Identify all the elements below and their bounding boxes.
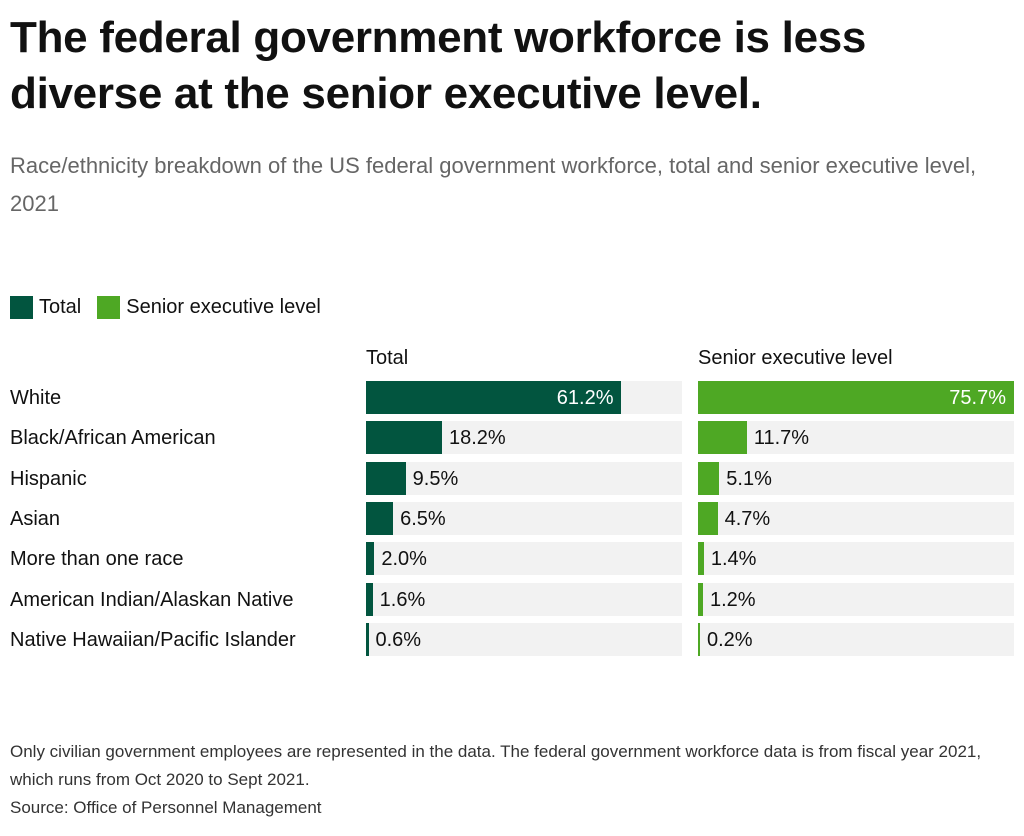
data-label: 1.4% bbox=[710, 548, 757, 571]
data-label: 18.2% bbox=[448, 427, 506, 450]
category-label: Black/African American bbox=[10, 427, 216, 450]
category-label: White bbox=[10, 387, 62, 409]
data-label: 4.7% bbox=[724, 507, 771, 530]
bar-track: 61.2% bbox=[366, 381, 682, 414]
bar-track: 0.6% bbox=[366, 622, 682, 656]
bar bbox=[366, 582, 373, 616]
column-header-total: Total bbox=[366, 347, 409, 369]
legend-swatch-senior bbox=[97, 296, 121, 319]
data-label: 0.2% bbox=[707, 628, 753, 651]
data-label: 75.7% bbox=[949, 387, 1006, 409]
column-header-senior: Senior executive level bbox=[698, 347, 893, 369]
bar-track: 1.4% bbox=[698, 542, 1014, 576]
bar-track: 6.5% bbox=[366, 501, 682, 535]
bar bbox=[698, 582, 703, 616]
bar bbox=[366, 622, 369, 656]
bar bbox=[698, 622, 700, 656]
category-label: More than one race bbox=[10, 548, 184, 571]
footnote: Only civilian government employees are r… bbox=[10, 742, 982, 789]
bar bbox=[698, 542, 704, 576]
chart-subtitle: Race/ethnicity breakdown of the US feder… bbox=[10, 153, 977, 216]
bar-track: 0.2% bbox=[698, 622, 1014, 656]
legend: Total Senior executive level bbox=[10, 296, 337, 319]
legend-item-senior: Senior executive level bbox=[97, 296, 321, 319]
chart-title: The federal government workforce is less… bbox=[10, 13, 867, 118]
bar bbox=[366, 421, 442, 455]
data-label: 11.7% bbox=[753, 427, 810, 450]
data-label: 9.5% bbox=[412, 467, 459, 490]
bar-track: 75.7% bbox=[698, 381, 1014, 414]
bar bbox=[366, 542, 375, 576]
bar-track: 11.7% bbox=[698, 421, 1014, 455]
bar bbox=[698, 501, 718, 535]
source: Source: Office of Personnel Management bbox=[10, 798, 322, 817]
bar-track: 18.2% bbox=[366, 421, 682, 455]
bar bbox=[366, 461, 406, 495]
category-label: Hispanic bbox=[10, 467, 87, 490]
bar-track: 5.1% bbox=[698, 461, 1014, 495]
legend-label-total: Total bbox=[39, 296, 82, 318]
data-label: 61.2% bbox=[556, 387, 614, 409]
bar bbox=[698, 461, 720, 495]
category-label: Native Hawaiian/Pacific Islander bbox=[10, 628, 296, 651]
data-label: 5.1% bbox=[726, 467, 772, 490]
data-label: 1.2% bbox=[710, 588, 756, 611]
category-label: American Indian/Alaskan Native bbox=[10, 588, 294, 611]
bar bbox=[698, 381, 1014, 414]
bar bbox=[366, 501, 394, 535]
bar-track: 2.0% bbox=[366, 542, 682, 576]
legend-swatch-total bbox=[10, 296, 33, 319]
data-label: 2.0% bbox=[381, 548, 427, 571]
footnote-block: Only civilian government employees are r… bbox=[10, 738, 1010, 822]
legend-item-total: Total bbox=[10, 296, 81, 319]
data-label: 0.6% bbox=[375, 628, 422, 651]
data-label: 1.6% bbox=[379, 588, 426, 611]
bar-track: 1.6% bbox=[366, 582, 682, 616]
bar bbox=[698, 421, 747, 455]
bar-track: 1.2% bbox=[698, 582, 1014, 616]
bar-track: 4.7% bbox=[698, 501, 1014, 535]
data-label: 6.5% bbox=[400, 507, 446, 530]
category-label: Asian bbox=[10, 507, 61, 530]
bar bbox=[366, 381, 622, 414]
bar-track: 9.5% bbox=[366, 461, 682, 495]
legend-label-senior: Senior executive level bbox=[126, 296, 321, 318]
